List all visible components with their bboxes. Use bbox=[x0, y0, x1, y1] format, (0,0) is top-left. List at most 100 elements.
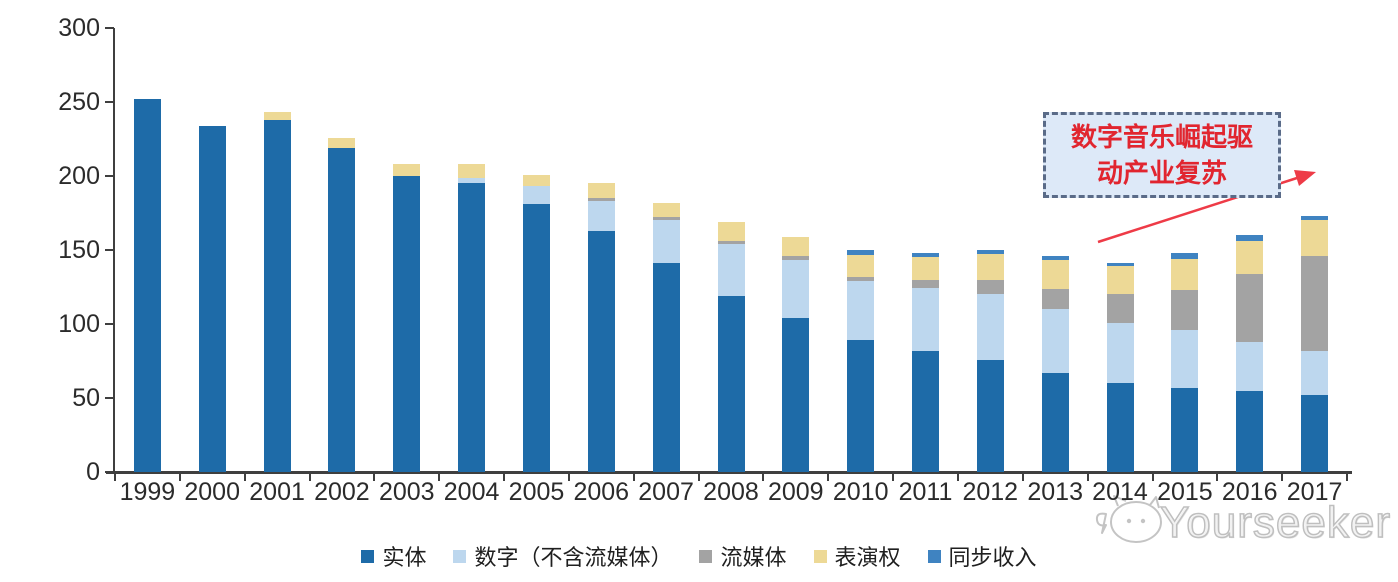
segment-performance-rights-2002 bbox=[328, 137, 356, 148]
legend-item-sync-revenue: 同步收入 bbox=[927, 540, 1037, 572]
bar-1999 bbox=[133, 99, 161, 472]
x-axis-tick bbox=[892, 474, 895, 481]
segment-physical-2000 bbox=[198, 125, 226, 472]
legend-label-streaming: 流媒体 bbox=[720, 545, 787, 570]
segment-sync-revenue-2015 bbox=[1171, 252, 1199, 259]
bar-2005 bbox=[523, 174, 550, 472]
segment-physical-2016 bbox=[1236, 390, 1264, 472]
x-tick-label-2007: 2007 bbox=[638, 478, 694, 506]
x-axis-tick bbox=[827, 474, 830, 481]
y-tick-label-150: 150 bbox=[58, 236, 100, 264]
bar-2011 bbox=[912, 252, 939, 472]
bar-2017 bbox=[1301, 216, 1329, 472]
segment-digital-excl-streaming-2007 bbox=[652, 220, 680, 264]
segment-performance-rights-2006 bbox=[587, 183, 615, 199]
segment-physical-2010 bbox=[847, 340, 875, 472]
x-tick-label-2009: 2009 bbox=[767, 478, 824, 506]
y-axis-tick-100 bbox=[105, 323, 114, 325]
segment-digital-excl-streaming-2017 bbox=[1301, 350, 1329, 395]
segment-physical-2014 bbox=[1106, 383, 1134, 472]
segment-streaming-2009 bbox=[782, 256, 810, 261]
x-tick-label-2006: 2006 bbox=[573, 478, 630, 506]
y-axis-tick-200 bbox=[105, 175, 114, 177]
bar-2012 bbox=[976, 250, 1004, 472]
x-tick-label-2010: 2010 bbox=[832, 478, 889, 506]
segment-streaming-2017 bbox=[1301, 255, 1329, 351]
segment-digital-excl-streaming-2015 bbox=[1171, 329, 1199, 388]
segment-streaming-2012 bbox=[976, 279, 1004, 295]
segment-physical-2017 bbox=[1301, 395, 1329, 472]
bar-2003 bbox=[393, 164, 421, 472]
segment-physical-2012 bbox=[976, 359, 1004, 472]
segment-performance-rights-2015 bbox=[1171, 258, 1199, 290]
x-axis-tick bbox=[438, 474, 441, 481]
segment-streaming-2010 bbox=[847, 276, 875, 282]
segment-digital-excl-streaming-2009 bbox=[782, 260, 810, 319]
segment-streaming-2008 bbox=[717, 241, 745, 245]
segment-streaming-2007 bbox=[652, 217, 680, 221]
x-axis-tick bbox=[178, 474, 181, 481]
legend-item-physical: 实体 bbox=[361, 540, 426, 572]
segment-streaming-2006 bbox=[587, 198, 615, 202]
bar-2008 bbox=[717, 221, 745, 472]
x-axis-tick bbox=[503, 474, 506, 481]
segment-digital-excl-streaming-2016 bbox=[1236, 341, 1264, 391]
x-tick-label-2008: 2008 bbox=[703, 478, 759, 506]
y-tick-label-250: 250 bbox=[58, 88, 100, 116]
yourseeker-watermark: Yourseeker bbox=[1159, 497, 1391, 548]
segment-performance-rights-2004 bbox=[458, 164, 486, 178]
x-tick-label-2017: 2017 bbox=[1286, 478, 1343, 506]
x-tick-label-2016: 2016 bbox=[1221, 478, 1278, 506]
segment-digital-excl-streaming-2008 bbox=[717, 244, 745, 296]
y-tick-label-50: 50 bbox=[72, 384, 100, 412]
y-axis-tick-0 bbox=[105, 471, 114, 473]
x-tick-label-1999: 1999 bbox=[119, 478, 176, 506]
x-axis-tick bbox=[1086, 474, 1089, 481]
y-tick-label-100: 100 bbox=[58, 310, 100, 338]
segment-performance-rights-2008 bbox=[717, 221, 745, 242]
legend-item-performance-rights: 表演权 bbox=[813, 540, 901, 572]
segment-physical-2006 bbox=[587, 230, 615, 472]
segment-performance-rights-2009 bbox=[782, 236, 810, 257]
bar-2004 bbox=[458, 164, 486, 472]
segment-performance-rights-2013 bbox=[1041, 260, 1069, 289]
x-tick-label-2012: 2012 bbox=[962, 478, 1019, 506]
segment-digital-excl-streaming-2005 bbox=[523, 186, 550, 205]
bar-2000 bbox=[198, 125, 226, 472]
segment-physical-2003 bbox=[393, 176, 421, 472]
x-tick-label-2003: 2003 bbox=[378, 478, 435, 506]
x-tick-label-2015: 2015 bbox=[1157, 478, 1213, 506]
segment-streaming-2015 bbox=[1171, 289, 1199, 330]
segment-streaming-2014 bbox=[1106, 294, 1134, 323]
segment-streaming-2013 bbox=[1041, 288, 1069, 310]
legend-item-digital-excl-streaming: 数字（不含流媒体） bbox=[453, 540, 672, 572]
x-tick-label-2013: 2013 bbox=[1027, 478, 1083, 506]
bar-2015 bbox=[1171, 252, 1199, 472]
x-tick-label-2000: 2000 bbox=[184, 478, 240, 506]
y-axis-line bbox=[113, 28, 115, 474]
y-tick-label-300: 300 bbox=[58, 14, 100, 42]
legend-label-performance-rights: 表演权 bbox=[834, 545, 901, 570]
bar-2009 bbox=[782, 236, 810, 472]
segment-digital-excl-streaming-2012 bbox=[976, 294, 1004, 360]
x-axis-tick bbox=[308, 474, 311, 481]
annotation-line1: 数字音乐崛起驱 bbox=[1070, 122, 1253, 152]
x-axis-tick bbox=[1151, 474, 1154, 481]
x-tick-label-2002: 2002 bbox=[314, 478, 370, 506]
y-axis-tick-150 bbox=[105, 249, 114, 251]
x-axis-tick bbox=[1216, 474, 1219, 481]
segment-digital-excl-streaming-2013 bbox=[1041, 309, 1069, 373]
legend-swatch-streaming bbox=[699, 549, 713, 563]
segment-physical-2002 bbox=[328, 147, 356, 472]
y-tick-label-0: 0 bbox=[86, 458, 100, 486]
segment-performance-rights-2012 bbox=[976, 254, 1004, 280]
x-axis-tick bbox=[1346, 474, 1348, 481]
x-axis-tick bbox=[697, 474, 700, 481]
segment-digital-excl-streaming-2010 bbox=[847, 281, 875, 341]
segment-digital-excl-streaming-2014 bbox=[1106, 322, 1134, 384]
x-tick-label-2005: 2005 bbox=[508, 478, 565, 506]
segment-performance-rights-2011 bbox=[912, 257, 939, 280]
x-axis-tick bbox=[373, 474, 376, 481]
legend-label-digital-excl-streaming: 数字（不含流媒体） bbox=[474, 545, 673, 570]
